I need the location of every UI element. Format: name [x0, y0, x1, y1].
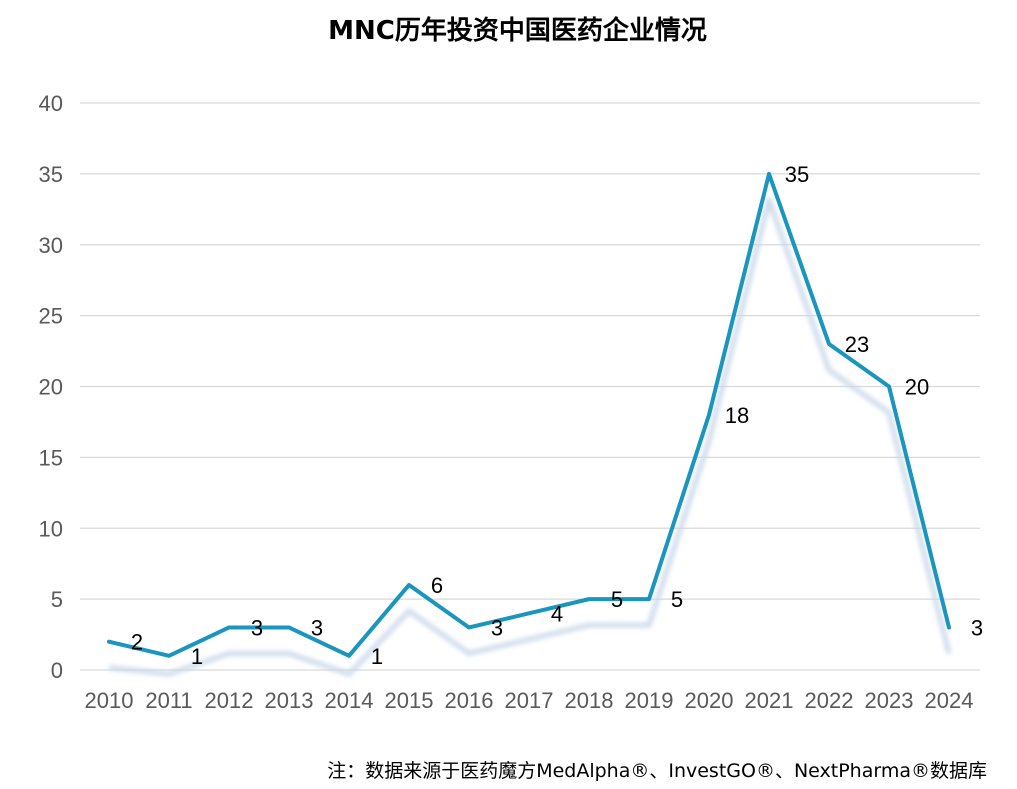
y-tick-label: 40: [39, 91, 63, 116]
x-tick-label: 2013: [265, 688, 314, 713]
data-label: 35: [785, 162, 809, 187]
x-tick-label: 2016: [445, 688, 494, 713]
x-tick-label: 2012: [205, 688, 254, 713]
y-tick-label: 35: [39, 162, 63, 187]
x-tick-label: 2019: [625, 688, 674, 713]
data-label: 23: [845, 332, 869, 357]
x-axis-ticks: 2010 2011 2012 2013 2014 2015 2016 2017 2018 2019…: [85, 688, 974, 713]
x-tick-label: 2024: [925, 688, 974, 713]
y-tick-label: 5: [51, 587, 63, 612]
series-line-group: [107, 171, 951, 658]
chart-title: MNC历年投资中国医药企业情况: [328, 16, 707, 46]
series-shadow: [108, 197, 952, 677]
y-tick-label: 0: [51, 658, 63, 683]
data-labels: 2 1 3 3 1 6 3 4 5 5 18 35 23 20 3: [131, 162, 983, 669]
data-label: 1: [371, 644, 383, 669]
series-line-shadow: [108, 197, 952, 677]
data-label: 6: [431, 573, 443, 598]
data-label: 3: [491, 615, 503, 640]
data-label: 20: [905, 375, 929, 400]
data-label: 3: [251, 615, 263, 640]
data-label: 3: [971, 615, 983, 640]
y-tick-label: 25: [39, 304, 63, 329]
data-label: 5: [611, 587, 623, 612]
x-tick-label: 2015: [385, 688, 434, 713]
x-tick-label: 2021: [745, 688, 794, 713]
y-tick-label: 15: [39, 445, 63, 470]
y-tick-label: 30: [39, 233, 63, 258]
x-tick-label: 2017: [505, 688, 554, 713]
x-tick-label: 2023: [865, 688, 914, 713]
data-label: 1: [191, 644, 203, 669]
x-tick-label: 2018: [565, 688, 614, 713]
data-label: 18: [725, 403, 749, 428]
source-note: 注：数据来源于医药魔方MedAlpha®、InvestGO®、NextPharm…: [327, 760, 987, 782]
x-tick-label: 2011: [145, 688, 192, 713]
y-tick-label: 10: [39, 516, 63, 541]
data-label: 4: [551, 601, 563, 626]
x-tick-label: 2022: [805, 688, 854, 713]
x-tick-label: 2020: [685, 688, 734, 713]
gridlines: [80, 102, 980, 671]
y-tick-label: 20: [39, 375, 63, 400]
data-label: 3: [311, 615, 323, 640]
x-tick-label: 2014: [325, 688, 374, 713]
data-label: 2: [131, 630, 143, 655]
data-label: 5: [671, 587, 683, 612]
x-tick-label: 2010: [85, 688, 134, 713]
series-line: [107, 171, 951, 658]
y-axis-ticks: 0 5 10 15 20 25 30 35 40: [39, 91, 63, 683]
